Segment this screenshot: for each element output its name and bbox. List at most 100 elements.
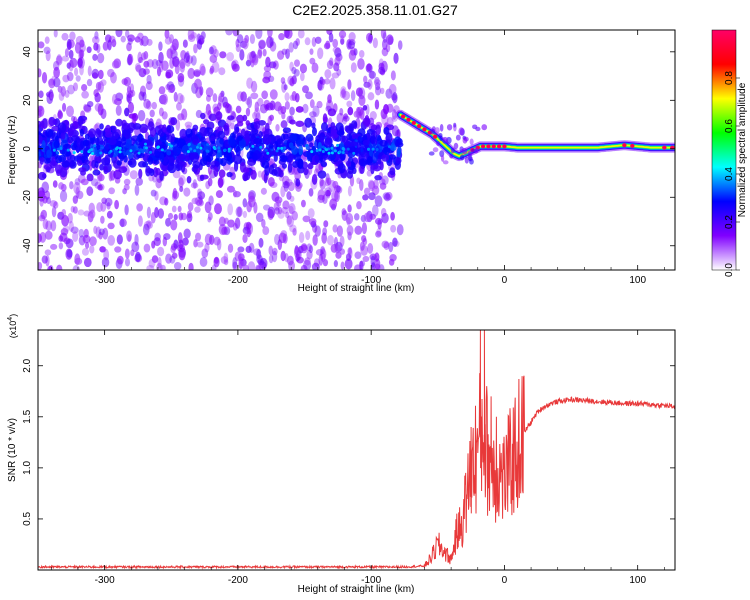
noise-blob xyxy=(317,194,325,203)
noise-blob xyxy=(56,264,63,270)
noise-blob xyxy=(204,201,212,214)
noise-blob xyxy=(340,35,345,45)
noise-blob xyxy=(156,66,162,77)
noise-blob xyxy=(200,65,206,76)
noise-blob xyxy=(173,91,178,103)
noise-hot-spot xyxy=(217,146,221,150)
noise-hot-spot xyxy=(264,148,268,152)
noise-blob xyxy=(103,249,110,261)
noise-blob xyxy=(207,212,213,221)
noise-blob xyxy=(220,256,229,264)
noise-core-blob xyxy=(228,137,236,147)
noise-blob xyxy=(305,91,313,100)
noise-blob xyxy=(252,112,258,120)
noise-blob xyxy=(137,109,146,122)
noise-core-blob xyxy=(218,169,226,178)
noise-blob xyxy=(184,121,193,128)
noise-core-blob xyxy=(292,161,300,168)
noise-blob xyxy=(149,109,155,118)
noise-blob xyxy=(359,179,364,191)
noise-blob xyxy=(83,103,88,112)
noise-core-blob xyxy=(69,125,76,132)
noise-core-blob xyxy=(139,123,149,134)
noise-blob xyxy=(288,203,296,215)
noise-blob xyxy=(281,112,286,120)
noise-blob xyxy=(146,206,151,219)
noise-blob xyxy=(61,55,70,62)
x-tick-label: 0 xyxy=(502,575,508,586)
noise-blob xyxy=(108,170,113,182)
noise-blob xyxy=(280,120,288,129)
noise-core-blob xyxy=(111,131,120,140)
noise-blob xyxy=(289,224,297,233)
noise-blob xyxy=(50,220,57,232)
noise-blob xyxy=(141,52,147,61)
noise-blob xyxy=(255,30,263,39)
noise-core-blob xyxy=(86,173,94,182)
noise-blob xyxy=(347,204,352,213)
noise-blob xyxy=(300,243,308,251)
noise-blob xyxy=(367,92,375,101)
noise-blob xyxy=(94,92,101,103)
colorbar: 0.0 0.2 0.4 0.6 0.8 Normalized spectral ampl… xyxy=(711,29,748,277)
noise-hot-spot xyxy=(196,145,200,149)
noise-core-blob xyxy=(39,155,45,165)
noise-core-blob xyxy=(271,169,278,176)
noise-hot-spot xyxy=(336,143,340,147)
noise-blob xyxy=(187,30,195,40)
noise-blob xyxy=(226,185,235,193)
noise-core-blob xyxy=(149,126,157,137)
noise-blob xyxy=(358,87,366,100)
noise-blob xyxy=(42,218,49,230)
noise-core-blob xyxy=(118,166,128,173)
noise-hot-spot xyxy=(118,150,122,154)
noise-blob xyxy=(332,46,341,53)
noise-core-blob xyxy=(49,160,57,169)
noise-core-blob xyxy=(137,160,147,168)
noise-blob xyxy=(272,247,278,256)
noise-blob xyxy=(231,63,240,72)
noise-hot-spot xyxy=(109,149,113,153)
noise-core-blob xyxy=(192,124,199,131)
noise-core-blob xyxy=(111,125,117,134)
noise-blob xyxy=(219,51,227,59)
noise-blob xyxy=(182,237,189,246)
noise-blob xyxy=(235,105,242,114)
noise-blob xyxy=(183,187,191,197)
transition-blob xyxy=(442,136,448,144)
noise-blob xyxy=(311,62,319,74)
noise-blob xyxy=(214,203,222,215)
noise-core-blob xyxy=(235,126,240,133)
noise-blob xyxy=(244,34,250,44)
noise-blob xyxy=(397,40,403,50)
noise-blob xyxy=(89,236,97,246)
noise-blob xyxy=(161,93,168,105)
noise-blob xyxy=(340,38,345,45)
noise-blob xyxy=(53,77,61,88)
noise-blob xyxy=(107,222,115,230)
noise-blob xyxy=(98,183,105,191)
noise-blob xyxy=(179,61,186,73)
noise-blob xyxy=(186,210,192,219)
spectrogram-plot-area xyxy=(38,30,675,270)
transition-blob xyxy=(439,124,444,132)
noise-blob xyxy=(332,224,338,233)
tone-track-peak xyxy=(416,124,422,129)
noise-core-blob xyxy=(383,103,390,115)
noise-blob xyxy=(60,228,69,236)
noise-blob xyxy=(164,36,172,45)
noise-blob xyxy=(355,87,363,97)
noise-core-blob xyxy=(395,157,402,164)
noise-hot-spot xyxy=(321,150,325,154)
noise-blob xyxy=(193,239,198,248)
y-tick-label: 1.5 xyxy=(22,409,33,423)
noise-blob xyxy=(62,225,70,233)
noise-blob xyxy=(199,63,206,76)
noise-blob xyxy=(148,174,155,182)
noise-hot-spot xyxy=(315,149,319,153)
noise-blob xyxy=(129,89,136,97)
noise-blob xyxy=(380,87,385,95)
noise-blob xyxy=(263,65,272,72)
noise-blob xyxy=(56,53,62,64)
noise-blob xyxy=(157,208,164,219)
